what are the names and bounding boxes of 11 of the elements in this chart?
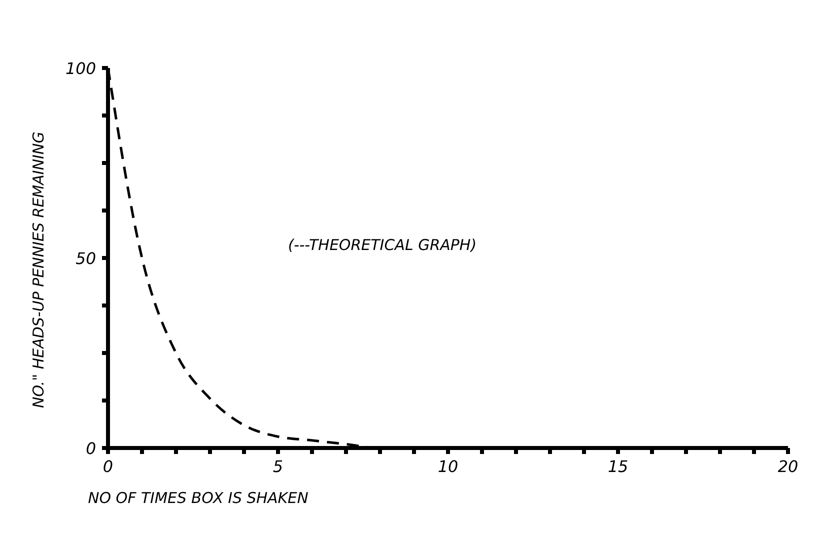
y-tick-label: 50 [76, 249, 96, 268]
annotation: (---THEORETICAL GRAPH) [288, 236, 477, 254]
x-axis-title: NO OF TIMES BOX IS SHAKEN [88, 489, 308, 507]
x-tick-label: 0 [102, 457, 114, 476]
x-tick-label: 20 [778, 457, 798, 476]
x-tick-label: 5 [272, 457, 284, 476]
x-tick-label: 15 [608, 457, 628, 476]
x-tick-label: 10 [438, 457, 458, 476]
y-tick-label: 100 [65, 59, 96, 78]
y-axis-title: NO." HEADS-UP PENNIES REMAINING [29, 132, 48, 408]
y-tick-label: 0 [86, 439, 96, 458]
